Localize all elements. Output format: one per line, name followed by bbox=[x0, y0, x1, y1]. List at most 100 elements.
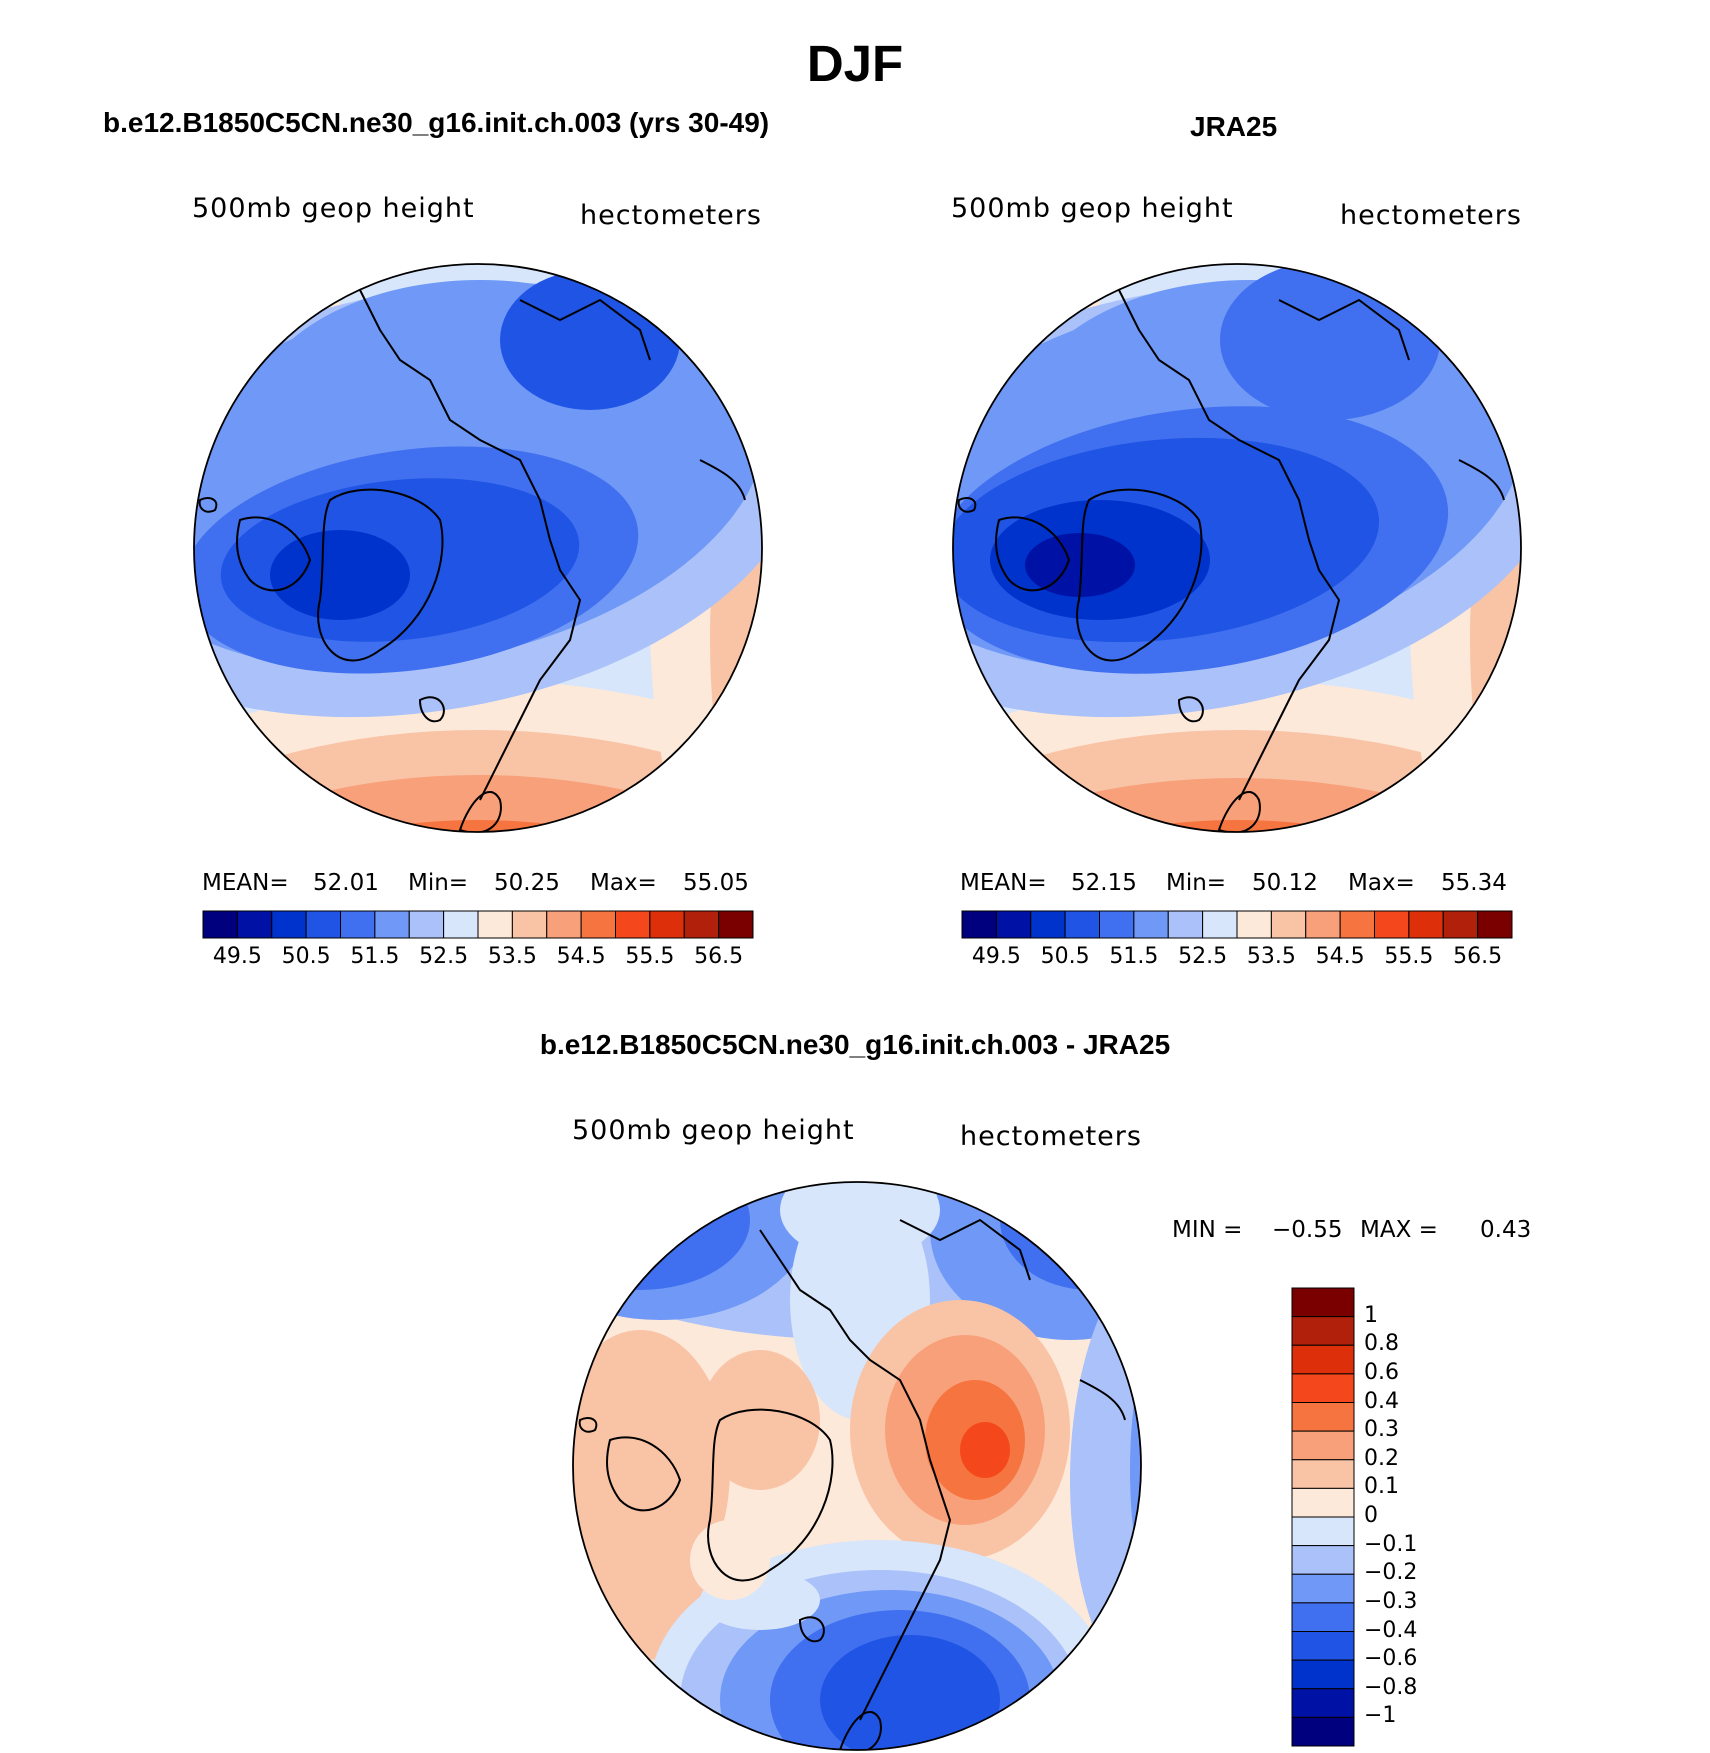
difference-colorbar-swatch bbox=[1291, 1316, 1355, 1346]
difference-colorbar-swatch bbox=[1291, 1631, 1355, 1661]
difference-colorbar-tick-label: −0.1 bbox=[1364, 1531, 1418, 1557]
panel-2-colorbar-tick-label: 56.5 bbox=[1453, 944, 1503, 969]
panel-2-colorbar-swatch bbox=[1236, 910, 1272, 939]
panel-1-colorbar-swatch bbox=[546, 910, 582, 939]
panel-1-colorbar-swatch bbox=[236, 910, 273, 939]
panel-3-coastlines bbox=[578, 1218, 1126, 1750]
panel-1-colorbar-swatch bbox=[477, 910, 513, 939]
difference-colorbar-swatch bbox=[1291, 1545, 1355, 1575]
panel-1-min-value: 50.25 bbox=[494, 870, 560, 896]
difference-colorbar-tick-label: −0.8 bbox=[1364, 1674, 1418, 1700]
panel-2-colorbar-tick-label: 54.5 bbox=[1315, 944, 1365, 969]
panel-1-colorbar-tick-label: 56.5 bbox=[694, 944, 744, 969]
panel-2-coastlines bbox=[957, 289, 1505, 832]
difference-colorbar-swatch bbox=[1291, 1716, 1355, 1747]
panel-3-map bbox=[572, 1181, 1142, 1751]
panel-2-colorbar-swatch bbox=[1202, 910, 1238, 939]
panel-3-max-value: 0.43 bbox=[1480, 1217, 1532, 1243]
difference-colorbar-swatch bbox=[1291, 1487, 1355, 1518]
panel-1-colorbar-tick-label: 51.5 bbox=[350, 944, 400, 969]
panel-2-colorbar-swatch bbox=[1099, 910, 1135, 939]
panel-2-colorbar-swatch bbox=[961, 910, 997, 939]
panel-2-colorbar-swatch bbox=[1339, 910, 1375, 939]
panel-1-colorbar-tick-label: 55.5 bbox=[625, 944, 675, 969]
panel-2-max-label: Max= bbox=[1348, 870, 1415, 896]
difference-colorbar-swatch bbox=[1291, 1516, 1355, 1547]
panel-2-colorbar-swatch bbox=[1374, 910, 1410, 939]
panel-2-colorbar-swatch bbox=[1270, 910, 1307, 939]
panel-1-max-value: 55.05 bbox=[683, 870, 749, 896]
difference-colorbar-tick-label: 0.6 bbox=[1364, 1359, 1399, 1385]
panel-2-colorbar-tick-label: 55.5 bbox=[1384, 944, 1434, 969]
difference-colorbar-tick-label: 0.2 bbox=[1364, 1445, 1399, 1471]
panel-2-colorbar-swatch bbox=[1408, 910, 1444, 939]
panel-2-colorbar bbox=[961, 910, 1513, 939]
panel-1-colorbar-tick-label: 53.5 bbox=[487, 944, 537, 969]
panel-1-colorbar-swatch bbox=[718, 910, 754, 939]
difference-colorbar-swatch bbox=[1291, 1287, 1355, 1318]
difference-colorbar-swatch bbox=[1291, 1430, 1355, 1461]
panel-2-units-label: hectometers bbox=[1340, 200, 1522, 231]
panel-2-colorbar-tick-label: 53.5 bbox=[1246, 944, 1296, 969]
panel-1-colorbar-swatch bbox=[340, 910, 376, 939]
panel-2-min-label: Min= bbox=[1166, 870, 1227, 896]
panel-2-colorbar-swatch bbox=[1305, 910, 1341, 939]
panel-2-colorbar-tick-label: 49.5 bbox=[971, 944, 1021, 969]
difference-colorbar-tick-label: 0.4 bbox=[1364, 1388, 1399, 1414]
panel-2-mean-value: 52.15 bbox=[1071, 870, 1137, 896]
difference-colorbar-swatch bbox=[1291, 1373, 1355, 1403]
panel-3-min-value: −0.55 bbox=[1272, 1217, 1343, 1243]
panel-1-colorbar-tick-label: 50.5 bbox=[281, 944, 331, 969]
difference-colorbar-tick-label: −0.6 bbox=[1364, 1646, 1418, 1672]
page-title: DJF bbox=[806, 35, 904, 92]
difference-colorbar-swatch bbox=[1291, 1659, 1355, 1690]
difference-colorbar-tick-label: 0 bbox=[1364, 1503, 1378, 1528]
panel-2-colorbar-swatch bbox=[1133, 910, 1169, 939]
difference-colorbar-swatch bbox=[1291, 1688, 1355, 1718]
panel-1-colorbar-swatch bbox=[443, 910, 479, 939]
panel-2-colorbar-swatch bbox=[1477, 910, 1513, 939]
panel-1-max-label: Max= bbox=[590, 870, 657, 896]
panel-2-colorbar-swatch bbox=[1064, 910, 1100, 939]
difference-colorbar-swatch bbox=[1291, 1459, 1355, 1489]
difference-colorbar-tick-label: −0.4 bbox=[1364, 1617, 1418, 1643]
panel-3-units-label: hectometers bbox=[960, 1121, 1142, 1152]
panel-2-colorbar-swatch bbox=[995, 910, 1032, 939]
difference-colorbar-swatch bbox=[1291, 1344, 1355, 1375]
difference-colorbar bbox=[1291, 1287, 1355, 1747]
panel-1-colorbar-swatch bbox=[202, 910, 238, 939]
difference-colorbar-tick-label: 0.8 bbox=[1364, 1331, 1399, 1357]
panel-1-map bbox=[193, 263, 763, 833]
panel-1-colorbar-tick-label: 54.5 bbox=[556, 944, 606, 969]
difference-colorbar-tick-label: −0.2 bbox=[1364, 1560, 1418, 1586]
panel-1-colorbar-tick-label: 52.5 bbox=[419, 944, 469, 969]
panel-1-coastlines bbox=[198, 289, 746, 832]
difference-colorbar-tick-label: 0.3 bbox=[1364, 1417, 1399, 1443]
panel-1-mean-label: MEAN= bbox=[202, 870, 289, 896]
difference-colorbar-tick-label: −0.3 bbox=[1364, 1588, 1418, 1614]
panel-3-title: b.e12.B1850C5CN.ne30_g16.init.ch.003 - J… bbox=[539, 1029, 1171, 1060]
difference-colorbar-swatch bbox=[1291, 1573, 1355, 1604]
panel-1-title: b.e12.B1850C5CN.ne30_g16.init.ch.003 (yr… bbox=[103, 107, 770, 138]
panel-1-min-label: Min= bbox=[408, 870, 469, 896]
panel-3-variable-label: 500mb geop height bbox=[572, 1115, 855, 1146]
panel-1-colorbar-swatch bbox=[374, 910, 410, 939]
panel-1-colorbar-swatch bbox=[408, 910, 445, 939]
panel-2-colorbar-swatch bbox=[1442, 910, 1479, 939]
panel-1-colorbar-swatch bbox=[305, 910, 341, 939]
panel-1-colorbar-swatch bbox=[615, 910, 651, 939]
panel-3-max-label: MAX = bbox=[1360, 1217, 1438, 1243]
panel-2-title: JRA25 bbox=[1190, 111, 1278, 142]
panel-1-colorbar-tick-label: 49.5 bbox=[212, 944, 262, 969]
panel-2-colorbar-tick-label: 51.5 bbox=[1109, 944, 1159, 969]
difference-colorbar-tick-label: −1 bbox=[1364, 1703, 1397, 1729]
panel-1-colorbar-swatch bbox=[271, 910, 307, 939]
panel-1-units-label: hectometers bbox=[580, 200, 762, 231]
panel-2-max-value: 55.34 bbox=[1441, 870, 1507, 896]
panel-1-colorbar bbox=[202, 910, 754, 939]
panel-1-variable-label: 500mb geop height bbox=[192, 193, 475, 224]
panel-2-colorbar-tick-label: 50.5 bbox=[1040, 944, 1090, 969]
difference-colorbar-tick-label: 1 bbox=[1364, 1302, 1378, 1328]
panel-3-min-label: MIN = bbox=[1172, 1217, 1243, 1243]
